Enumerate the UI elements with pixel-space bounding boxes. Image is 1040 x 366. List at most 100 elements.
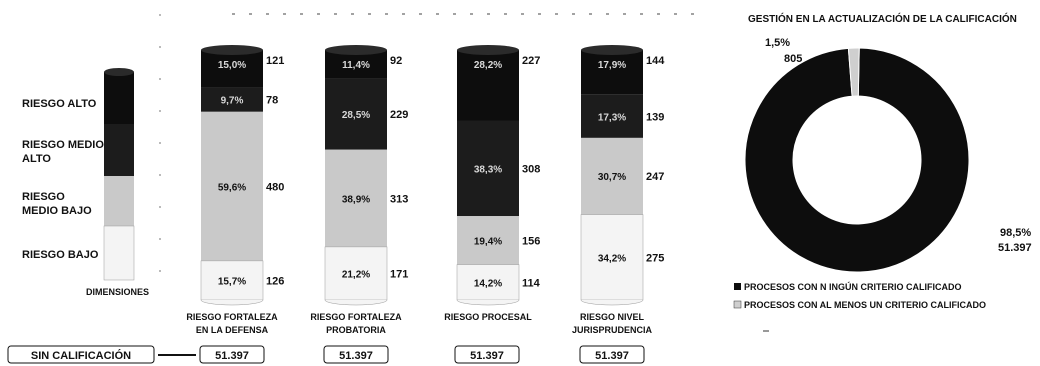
donut-legend-label-ninguno: PROCESOS CON N INGÚN CRITERIO CALIFICADO bbox=[744, 281, 962, 292]
percent-label-riesgo-procesal-riesgo-medio-alto: 38,3% bbox=[474, 164, 502, 175]
percent-label-riesgo-procesal-riesgo-medio-bajo: 19,4% bbox=[474, 236, 502, 247]
stacked-bars: 15,0% 121 9,7% 78 59,6% 480 15,7% 126 11,4% 92 28,… bbox=[200, 45, 665, 306]
donut-chart bbox=[744, 47, 970, 273]
category-label-probatoria-line1: RIESGO FORTALEZA bbox=[310, 312, 402, 322]
percent-label-riesgo-procesal-riesgo-alto: 28,2% bbox=[474, 60, 502, 71]
count-label-riesgo-fortaleza-probatoria-riesgo-bajo: 171 bbox=[390, 268, 408, 280]
sin-calificacion-label: SIN CALIFICACIÓN bbox=[31, 349, 131, 362]
legend-cylinder-top bbox=[104, 68, 134, 76]
bar-bottom-cap-riesgo-procesal bbox=[456, 299, 520, 306]
category-label-procesal: RIESGO PROCESAL bbox=[444, 312, 532, 322]
legend-segment-riesgo-alto bbox=[104, 72, 134, 124]
bar-segment-riesgo-fortaleza-probatoria-riesgo-bajo bbox=[324, 246, 388, 301]
bar-segment-riesgo-fortaleza-en-la-defensa-riesgo-alto bbox=[201, 50, 263, 88]
donut-legend-label-al-menos: PROCESOS CON AL MENOS UN CRITERIO CALIFI… bbox=[744, 300, 986, 310]
percent-label-riesgo-fortaleza-probatoria-riesgo-bajo: 21,2% bbox=[342, 269, 370, 280]
donut-title: GESTIÓN EN LA ACTUALIZACIÓN DE LA CALIFI… bbox=[748, 12, 1017, 25]
category-labels: RIESGO FORTALEZA EN LA DEFENSA RIESGO FO… bbox=[186, 312, 652, 335]
percent-label-riesgo-fortaleza-probatoria-riesgo-alto: 11,4% bbox=[342, 60, 370, 71]
count-label-riesgo-nivel-jurisprudencia-riesgo-medio-bajo: 247 bbox=[646, 171, 664, 183]
percent-label-riesgo-nivel-jurisprudencia-riesgo-medio-bajo: 30,7% bbox=[598, 172, 626, 183]
bar-segment-riesgo-nivel-jurisprudencia-riesgo-medio-alto bbox=[581, 94, 643, 138]
total-value-defensa: 51.397 bbox=[215, 350, 249, 362]
bar-segment-riesgo-fortaleza-en-la-defensa-riesgo-medio-alto bbox=[201, 87, 263, 112]
bar-segment-riesgo-nivel-jurisprudencia-riesgo-medio-bajo bbox=[581, 137, 643, 215]
bar-segment-riesgo-nivel-jurisprudencia-riesgo-bajo bbox=[580, 214, 644, 301]
count-label-riesgo-procesal-riesgo-medio-alto: 308 bbox=[522, 163, 540, 175]
legend-label-riesgo-medio-bajo-line1: RIESGO bbox=[22, 191, 65, 203]
bar-segment-riesgo-fortaleza-probatoria-riesgo-medio-bajo bbox=[325, 149, 387, 247]
count-label-riesgo-fortaleza-probatoria-riesgo-medio-bajo: 313 bbox=[390, 193, 408, 205]
category-label-jurisprudencia-line2: JURISPRUDENCIA bbox=[572, 325, 653, 335]
total-box-procesal bbox=[454, 345, 520, 364]
bar-top-cap-riesgo-procesal bbox=[457, 45, 519, 55]
dimensions-legend: RIESGO ALTO RIESGO MEDIO ALTO RIESGO MED… bbox=[22, 68, 149, 297]
count-label-riesgo-fortaleza-probatoria-riesgo-medio-alto: 229 bbox=[390, 109, 408, 121]
count-label-riesgo-fortaleza-en-la-defensa-riesgo-alto: 121 bbox=[266, 55, 284, 67]
donut-legend-swatch-ninguno bbox=[734, 283, 741, 290]
percent-label-riesgo-nivel-jurisprudencia-riesgo-bajo: 34,2% bbox=[598, 253, 626, 264]
percent-label-riesgo-nivel-jurisprudencia-riesgo-alto: 17,9% bbox=[598, 60, 626, 71]
count-label-riesgo-fortaleza-probatoria-riesgo-alto: 92 bbox=[390, 55, 402, 67]
count-label-riesgo-nivel-jurisprudencia-riesgo-medio-alto: 139 bbox=[646, 111, 664, 123]
donut-legend-swatch-al-menos bbox=[733, 300, 742, 309]
legend-label-riesgo-alto: RIESGO ALTO bbox=[22, 98, 97, 110]
total-value-procesal: 51.397 bbox=[470, 350, 504, 362]
total-box-probatoria bbox=[323, 345, 389, 364]
count-label-riesgo-procesal-riesgo-alto: 227 bbox=[522, 55, 540, 67]
bar-segment-riesgo-procesal-riesgo-medio-alto bbox=[457, 120, 519, 217]
bar-segment-riesgo-procesal-riesgo-alto bbox=[457, 50, 519, 121]
total-value-probatoria: 51.397 bbox=[339, 350, 373, 362]
total-value-jurisprudencia: 51.397 bbox=[595, 350, 629, 362]
percent-label-riesgo-fortaleza-probatoria-riesgo-medio-alto: 28,5% bbox=[342, 110, 370, 121]
percent-label-riesgo-procesal-riesgo-bajo: 14,2% bbox=[474, 278, 502, 289]
bar-bottom-cap-riesgo-fortaleza-probatoria bbox=[324, 299, 388, 306]
count-label-riesgo-fortaleza-en-la-defensa-riesgo-bajo: 126 bbox=[266, 275, 284, 287]
sin-calificacion-box bbox=[7, 345, 155, 364]
category-label-defensa-line2: EN LA DEFENSA bbox=[196, 325, 269, 335]
legend-segment-riesgo-medio-alto bbox=[104, 124, 134, 176]
legend-label-riesgo-medio-alto-line1: RIESGO MEDIO bbox=[22, 139, 104, 151]
legend-label-riesgo-medio-bajo-line2: MEDIO BAJO bbox=[22, 205, 92, 217]
count-label-riesgo-fortaleza-en-la-defensa-riesgo-medio-alto: 78 bbox=[266, 95, 278, 107]
category-label-defensa-line1: RIESGO FORTALEZA bbox=[186, 312, 278, 322]
count-label-riesgo-procesal-riesgo-bajo: 114 bbox=[522, 277, 541, 289]
legend-segment-riesgo-medio-bajo bbox=[104, 176, 134, 226]
bar-segment-riesgo-fortaleza-probatoria-riesgo-medio-alto bbox=[325, 78, 387, 150]
count-label-riesgo-procesal-riesgo-medio-bajo: 156 bbox=[522, 235, 540, 247]
bar-top-cap-riesgo-fortaleza-en-la-defensa bbox=[201, 45, 263, 55]
count-label-riesgo-fortaleza-en-la-defensa-riesgo-medio-bajo: 480 bbox=[266, 181, 284, 193]
percent-label-riesgo-fortaleza-en-la-defensa-riesgo-alto: 15,0% bbox=[218, 60, 246, 71]
donut-large-value: 51.397 bbox=[998, 242, 1032, 254]
percent-label-riesgo-fortaleza-en-la-defensa-riesgo-medio-alto: 9,7% bbox=[221, 96, 244, 107]
total-box-defensa bbox=[199, 345, 265, 364]
percent-label-riesgo-fortaleza-probatoria-riesgo-medio-bajo: 38,9% bbox=[342, 194, 370, 205]
percent-label-riesgo-fortaleza-en-la-defensa-riesgo-medio-bajo: 59,6% bbox=[218, 182, 246, 193]
donut-large-percent: 98,5% bbox=[1000, 227, 1031, 239]
bar-bottom-cap-riesgo-nivel-jurisprudencia bbox=[580, 299, 644, 306]
bar-top-cap-riesgo-fortaleza-probatoria bbox=[325, 45, 387, 55]
percent-label-riesgo-nivel-jurisprudencia-riesgo-medio-alto: 17,3% bbox=[598, 112, 626, 123]
legend-label-riesgo-medio-alto-line2: ALTO bbox=[22, 153, 51, 165]
bar-bottom-cap-riesgo-fortaleza-en-la-defensa bbox=[200, 299, 264, 306]
bar-segment-riesgo-fortaleza-en-la-defensa-riesgo-bajo bbox=[200, 260, 264, 301]
legend-segment-riesgo-bajo bbox=[103, 225, 135, 281]
donut-slice-procesos-con-ning-n-criterio-calificado bbox=[744, 47, 970, 273]
donut-slice-procesos-con-al-menos-un-criterio-calificado bbox=[847, 47, 860, 97]
count-label-riesgo-nivel-jurisprudencia-riesgo-bajo: 275 bbox=[646, 252, 664, 264]
bar-segment-riesgo-fortaleza-en-la-defensa-riesgo-medio-bajo bbox=[201, 111, 263, 261]
bar-segment-riesgo-nivel-jurisprudencia-riesgo-alto bbox=[581, 50, 643, 95]
footer-totals: SIN CALIFICACIÓN 51.397 51.397 51.397 51… bbox=[7, 345, 645, 364]
category-label-probatoria-line2: PROBATORIA bbox=[326, 325, 386, 335]
total-box-jurisprudencia bbox=[579, 345, 645, 364]
bar-segment-riesgo-procesal-riesgo-medio-bajo bbox=[457, 216, 519, 265]
count-label-riesgo-nivel-jurisprudencia-riesgo-alto: 144 bbox=[646, 55, 665, 67]
donut-small-value: 805 bbox=[784, 53, 802, 65]
bar-segment-riesgo-procesal-riesgo-bajo bbox=[456, 264, 520, 301]
donut-small-percent: 1,5% bbox=[765, 37, 790, 49]
percent-label-riesgo-fortaleza-en-la-defensa-riesgo-bajo: 15,7% bbox=[218, 276, 246, 287]
category-label-jurisprudencia-line1: RIESGO NIVEL bbox=[580, 312, 645, 322]
donut-legend: PROCESOS CON N INGÚN CRITERIO CALIFICADO… bbox=[733, 281, 986, 310]
legend-caption: DIMENSIONES bbox=[86, 287, 149, 297]
